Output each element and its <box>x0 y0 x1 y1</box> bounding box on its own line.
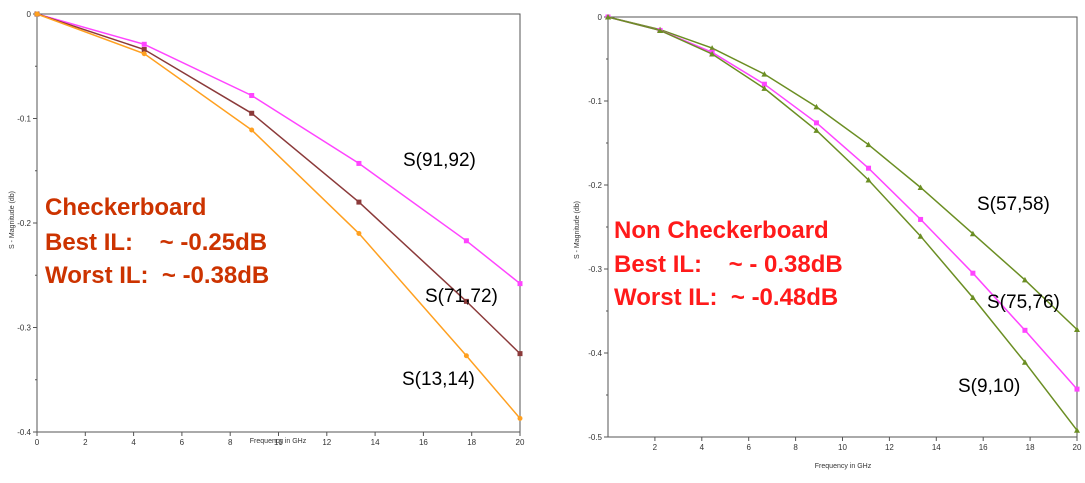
right-series-1-point <box>1074 386 1080 392</box>
right-annotation-line-1: Best IL: ~ - 0.38dB <box>614 251 843 278</box>
right-series-label-2: S(9,10) <box>958 376 1020 397</box>
right-x-tick-label: 16 <box>979 443 988 452</box>
right-series-0-point <box>709 45 716 51</box>
right-series-0-point <box>813 103 820 110</box>
left-series-0-point <box>141 41 147 47</box>
left-series-2-point <box>141 51 147 57</box>
right-series-0-point <box>1074 326 1080 332</box>
right-series-1-point <box>813 120 819 126</box>
left-y-tick-label: 0 <box>27 10 32 19</box>
left-x-tick-label: 20 <box>516 438 525 447</box>
left-y-tick-label: -0.1 <box>17 115 31 124</box>
right-series-1-point <box>866 165 872 171</box>
left-series-line-1 <box>36 13 521 355</box>
right-x-axis-title: Frequency in GHz <box>815 463 872 470</box>
left-series-1-point <box>141 47 147 53</box>
right-x-tick-label: 4 <box>700 443 705 452</box>
right-y-tick-label: -0.1 <box>588 97 602 106</box>
left-x-tick-label: 8 <box>228 438 233 447</box>
left-y-axis-title: S - Magnitude (db) <box>9 191 16 249</box>
right-series-line-0 <box>607 16 1078 331</box>
left-series-0-point <box>517 281 523 287</box>
left-series-label-2: S(13,14) <box>402 369 475 390</box>
right-x-tick-label: 6 <box>746 443 751 452</box>
left-series-1-point <box>517 351 523 357</box>
left-annotation-line-1: Best IL: ~ -0.25dB <box>45 229 267 256</box>
left-x-tick-label: 0 <box>35 438 40 447</box>
left-series-2-point <box>463 353 469 359</box>
left-x-tick-label: 12 <box>322 438 331 447</box>
right-y-tick-label: -0.2 <box>588 181 602 190</box>
left-x-tick-label: 18 <box>467 438 476 447</box>
left-series-2-point <box>249 127 255 133</box>
right-series-2-point <box>865 176 872 183</box>
right-series-line-1 <box>607 16 1078 390</box>
right-series-2-point <box>657 27 664 33</box>
right-series-0-point <box>865 141 872 148</box>
left-series-1-point <box>356 199 362 205</box>
right-x-tick-label: 14 <box>932 443 941 452</box>
right-series-0-point <box>917 184 924 191</box>
right-x-tick-label: 18 <box>1026 443 1035 452</box>
right-series-2-point <box>1021 359 1028 365</box>
right-series-2-point <box>917 233 924 239</box>
right-series-2-point <box>761 85 768 91</box>
left-series-label-0: S(91,92) <box>403 150 476 171</box>
right-x-tick-label: 10 <box>838 443 847 452</box>
left-series-line-0 <box>36 13 521 285</box>
right-series-2-point <box>709 50 716 57</box>
left-series-2-point <box>517 415 523 421</box>
left-x-tick-label: 14 <box>371 438 380 447</box>
left-x-tick-label: 10 <box>274 438 283 447</box>
left-series-1-point <box>249 110 255 116</box>
right-x-tick-label: 12 <box>885 443 894 452</box>
left-series-0-point <box>249 93 255 99</box>
left-series-label-1: S(71,72) <box>425 286 498 307</box>
right-series-1-point <box>761 81 767 87</box>
left-x-tick-label: 6 <box>180 438 185 447</box>
right-x-tick-label: 2 <box>653 443 658 452</box>
right-series-line-2 <box>607 16 1078 431</box>
left-series-line-2 <box>36 13 521 419</box>
left-series-0-point <box>463 238 469 244</box>
right-y-tick-label: -0.5 <box>588 433 602 442</box>
left-series-2-point <box>34 11 40 17</box>
right-series-0-point <box>969 230 976 237</box>
right-series-1-point <box>970 270 976 276</box>
right-y-tick-label: -0.3 <box>588 265 602 274</box>
right-series-2-point <box>605 14 611 20</box>
right-series-0-point <box>1021 276 1028 283</box>
left-y-tick-label: -0.4 <box>17 428 31 437</box>
right-series-label-0: S(57,58) <box>977 194 1050 215</box>
right-series-1-point <box>1022 327 1028 333</box>
right-series-1-point <box>918 216 924 222</box>
left-series-2-point <box>356 230 362 236</box>
right-x-tick-label: 20 <box>1073 443 1082 452</box>
left-x-tick-label: 2 <box>83 438 88 447</box>
left-annotation-line-2: Worst IL: ~ -0.38dB <box>45 262 269 289</box>
right-x-tick-label: 8 <box>793 443 798 452</box>
left-x-tick-label: 4 <box>131 438 136 447</box>
left-series-0-point <box>356 160 362 166</box>
right-series-label-1: S(75,76) <box>987 292 1060 313</box>
left-x-tick-label: 16 <box>419 438 428 447</box>
left-y-tick-label: -0.2 <box>17 219 31 228</box>
right-series-0-point <box>761 71 768 77</box>
left-x-axis-title: Frequency in GHz <box>250 438 307 445</box>
chart-non-checkerboard: 0 -0.1 -0.2 -0.3 -0.4 -0.5 2 4 6 8 10 12 14 16 18 20 Fre… <box>574 13 1082 470</box>
chart-checkerboard: 0 -0.1 -0.2 -0.3 -0.4 0 2 4 6 8 10 12 14 16 18 20 Freque… <box>9 10 525 447</box>
left-series-1-point <box>463 298 469 304</box>
right-annotation-line-2: Worst IL: ~ -0.48dB <box>614 284 838 311</box>
right-series-2-point <box>1074 427 1080 433</box>
right-y-tick-label: 0 <box>598 13 603 22</box>
right-annotation-line-0: Non Checkerboard <box>614 217 829 244</box>
left-y-tick-label: -0.3 <box>17 324 31 333</box>
right-series-2-point <box>969 294 976 301</box>
right-y-tick-label: -0.4 <box>588 349 602 358</box>
left-annotation-line-0: Checkerboard <box>45 194 206 221</box>
right-y-axis-title: S - Magnitude (db) <box>574 201 581 259</box>
right-series-2-point <box>813 127 820 133</box>
